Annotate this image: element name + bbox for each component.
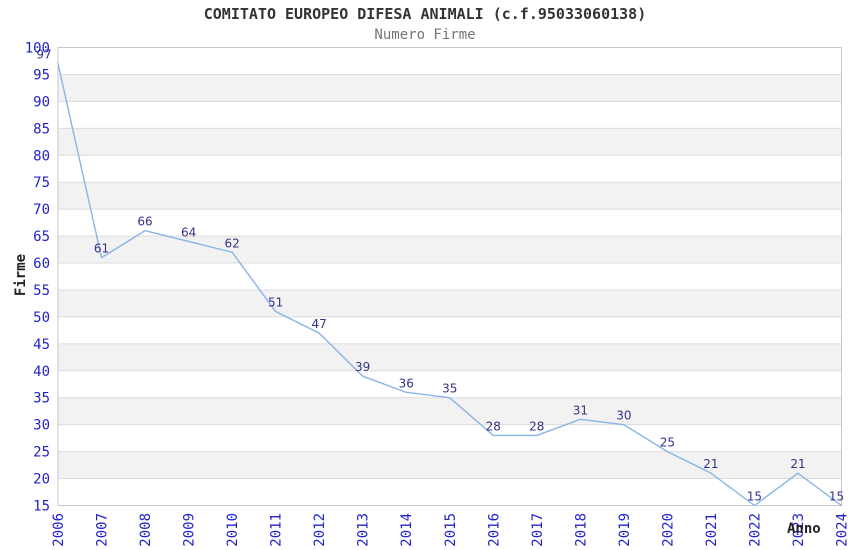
plot-band <box>58 451 842 479</box>
plot-band <box>58 182 842 210</box>
y-tick-label: 20 <box>33 472 50 488</box>
x-tick-label: 2021 <box>704 513 720 547</box>
plot-band <box>58 155 842 183</box>
data-point-label: 15 <box>829 490 844 504</box>
data-point-label: 28 <box>486 419 501 433</box>
chart-title: COMITATO EUROPEO DIFESA ANIMALI (c.f.950… <box>203 5 647 23</box>
plot-band <box>58 101 842 129</box>
x-tick-label: 2017 <box>530 513 546 547</box>
data-point-label: 15 <box>747 490 762 504</box>
x-axis-title: Anno <box>787 521 821 537</box>
plot-band <box>58 370 842 398</box>
data-point-label: 66 <box>137 215 152 229</box>
plot-band <box>58 209 842 237</box>
x-tick-label: 2015 <box>443 513 459 547</box>
y-tick-label: 45 <box>33 337 50 353</box>
plot-band <box>58 316 842 344</box>
plot-band <box>58 478 842 506</box>
y-tick-label: 75 <box>33 175 50 191</box>
plot-band <box>58 397 842 425</box>
y-tick-label: 15 <box>33 499 50 515</box>
series-line <box>57 62 843 507</box>
data-point-label: 30 <box>616 409 631 423</box>
x-tick-label: 2008 <box>138 513 154 547</box>
y-tick-label: 55 <box>33 283 50 299</box>
chart-subtitle: Numero Firme <box>374 27 476 43</box>
data-point-label: 35 <box>442 382 457 396</box>
plot-band <box>58 47 842 75</box>
data-point-label: 51 <box>268 296 283 310</box>
x-tick-label: 2018 <box>573 513 589 547</box>
y-tick-label: 25 <box>33 445 50 461</box>
data-point-label: 39 <box>355 360 370 374</box>
plot-band <box>58 343 842 371</box>
y-tick-label: 90 <box>33 94 50 110</box>
y-tick-label: 60 <box>33 256 50 272</box>
data-point-label: 47 <box>312 317 327 331</box>
data-point-label: 21 <box>703 457 718 471</box>
x-tick-label: 2011 <box>269 513 285 547</box>
y-tick-label: 95 <box>33 67 50 83</box>
data-point-label: 62 <box>224 236 239 250</box>
data-point-label: 25 <box>660 436 675 450</box>
plot-band <box>58 289 842 317</box>
data-point-label: 64 <box>181 225 196 239</box>
y-tick-label: 40 <box>33 364 50 380</box>
plot-band <box>58 74 842 102</box>
y-tick-label: 35 <box>33 391 50 407</box>
x-tick-label: 2013 <box>356 513 372 547</box>
data-point-label: 31 <box>573 403 588 417</box>
y-tick-label: 30 <box>33 418 50 434</box>
data-point-label: 21 <box>790 457 805 471</box>
y-tick-label: 50 <box>33 310 50 326</box>
data-point-label: 36 <box>399 376 414 390</box>
x-tick-label: 2006 <box>51 513 67 547</box>
data-point-label: 28 <box>529 419 544 433</box>
x-tick-label: 2016 <box>486 513 502 547</box>
y-axis-title: Firme <box>13 253 29 297</box>
plot-band <box>58 424 842 452</box>
x-tick-label: 2020 <box>660 513 676 547</box>
x-tick-label: 2012 <box>312 513 328 547</box>
x-tick-label: 2009 <box>182 513 198 547</box>
plot-band <box>58 263 842 290</box>
x-tick-label: 2022 <box>747 513 763 547</box>
plot-band <box>58 236 842 264</box>
x-tick-label: 2014 <box>399 513 415 547</box>
x-tick-label: 2023 <box>791 513 807 547</box>
plot-border <box>57 47 842 506</box>
data-point-label: 61 <box>94 242 109 256</box>
x-tick-label: 2024 <box>835 513 850 547</box>
y-tick-label: 65 <box>33 229 50 245</box>
x-tick-label: 2007 <box>95 513 111 547</box>
y-tick-label: 80 <box>33 148 50 164</box>
x-tick-label: 2010 <box>225 513 241 547</box>
data-point-label: 97 <box>36 48 51 62</box>
y-tick-label: 70 <box>33 202 50 218</box>
y-tick-label: 100 <box>25 41 50 57</box>
x-tick-label: 2019 <box>617 513 633 547</box>
plot-band <box>58 128 842 156</box>
y-tick-label: 85 <box>33 121 50 137</box>
